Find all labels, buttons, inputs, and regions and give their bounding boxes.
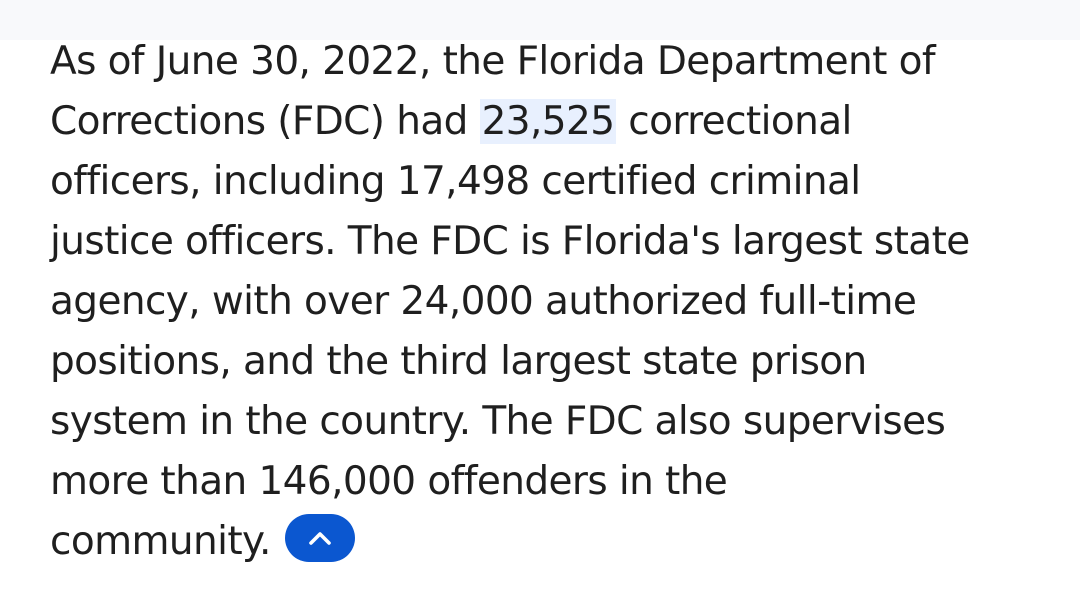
answer-line-8: more than 146,000 offenders in the (50, 459, 728, 504)
top-band (0, 0, 1080, 40)
answer-line-5: agency, with over 24,000 authorized full… (50, 279, 917, 324)
chevron-up-icon (308, 532, 331, 545)
highlighted-number[interactable]: 23,525 (479, 99, 617, 144)
answer-line-4: justice officers. The FDC is Florida's l… (50, 219, 970, 264)
answer-line-1: As of June 30, 2022, the Florida Departm… (50, 39, 936, 84)
collapse-button[interactable] (284, 514, 355, 562)
answer-line-2-end: correctional (616, 99, 852, 144)
answer-line-9-text: community. (50, 519, 271, 564)
answer-line-2: Corrections (FDC) had 23,525 correctiona… (50, 92, 1040, 152)
answer-line-2-start: Corrections (FDC) had (50, 99, 480, 144)
answer-line-9: community. (50, 512, 1040, 572)
answer-line-3: officers, including 17,498 certified cri… (50, 159, 861, 204)
answer-text: As of June 30, 2022, the Florida Departm… (50, 32, 1040, 572)
answer-line-7: system in the country. The FDC also supe… (50, 399, 946, 444)
answer-line-6: positions, and the third largest state p… (50, 339, 867, 384)
